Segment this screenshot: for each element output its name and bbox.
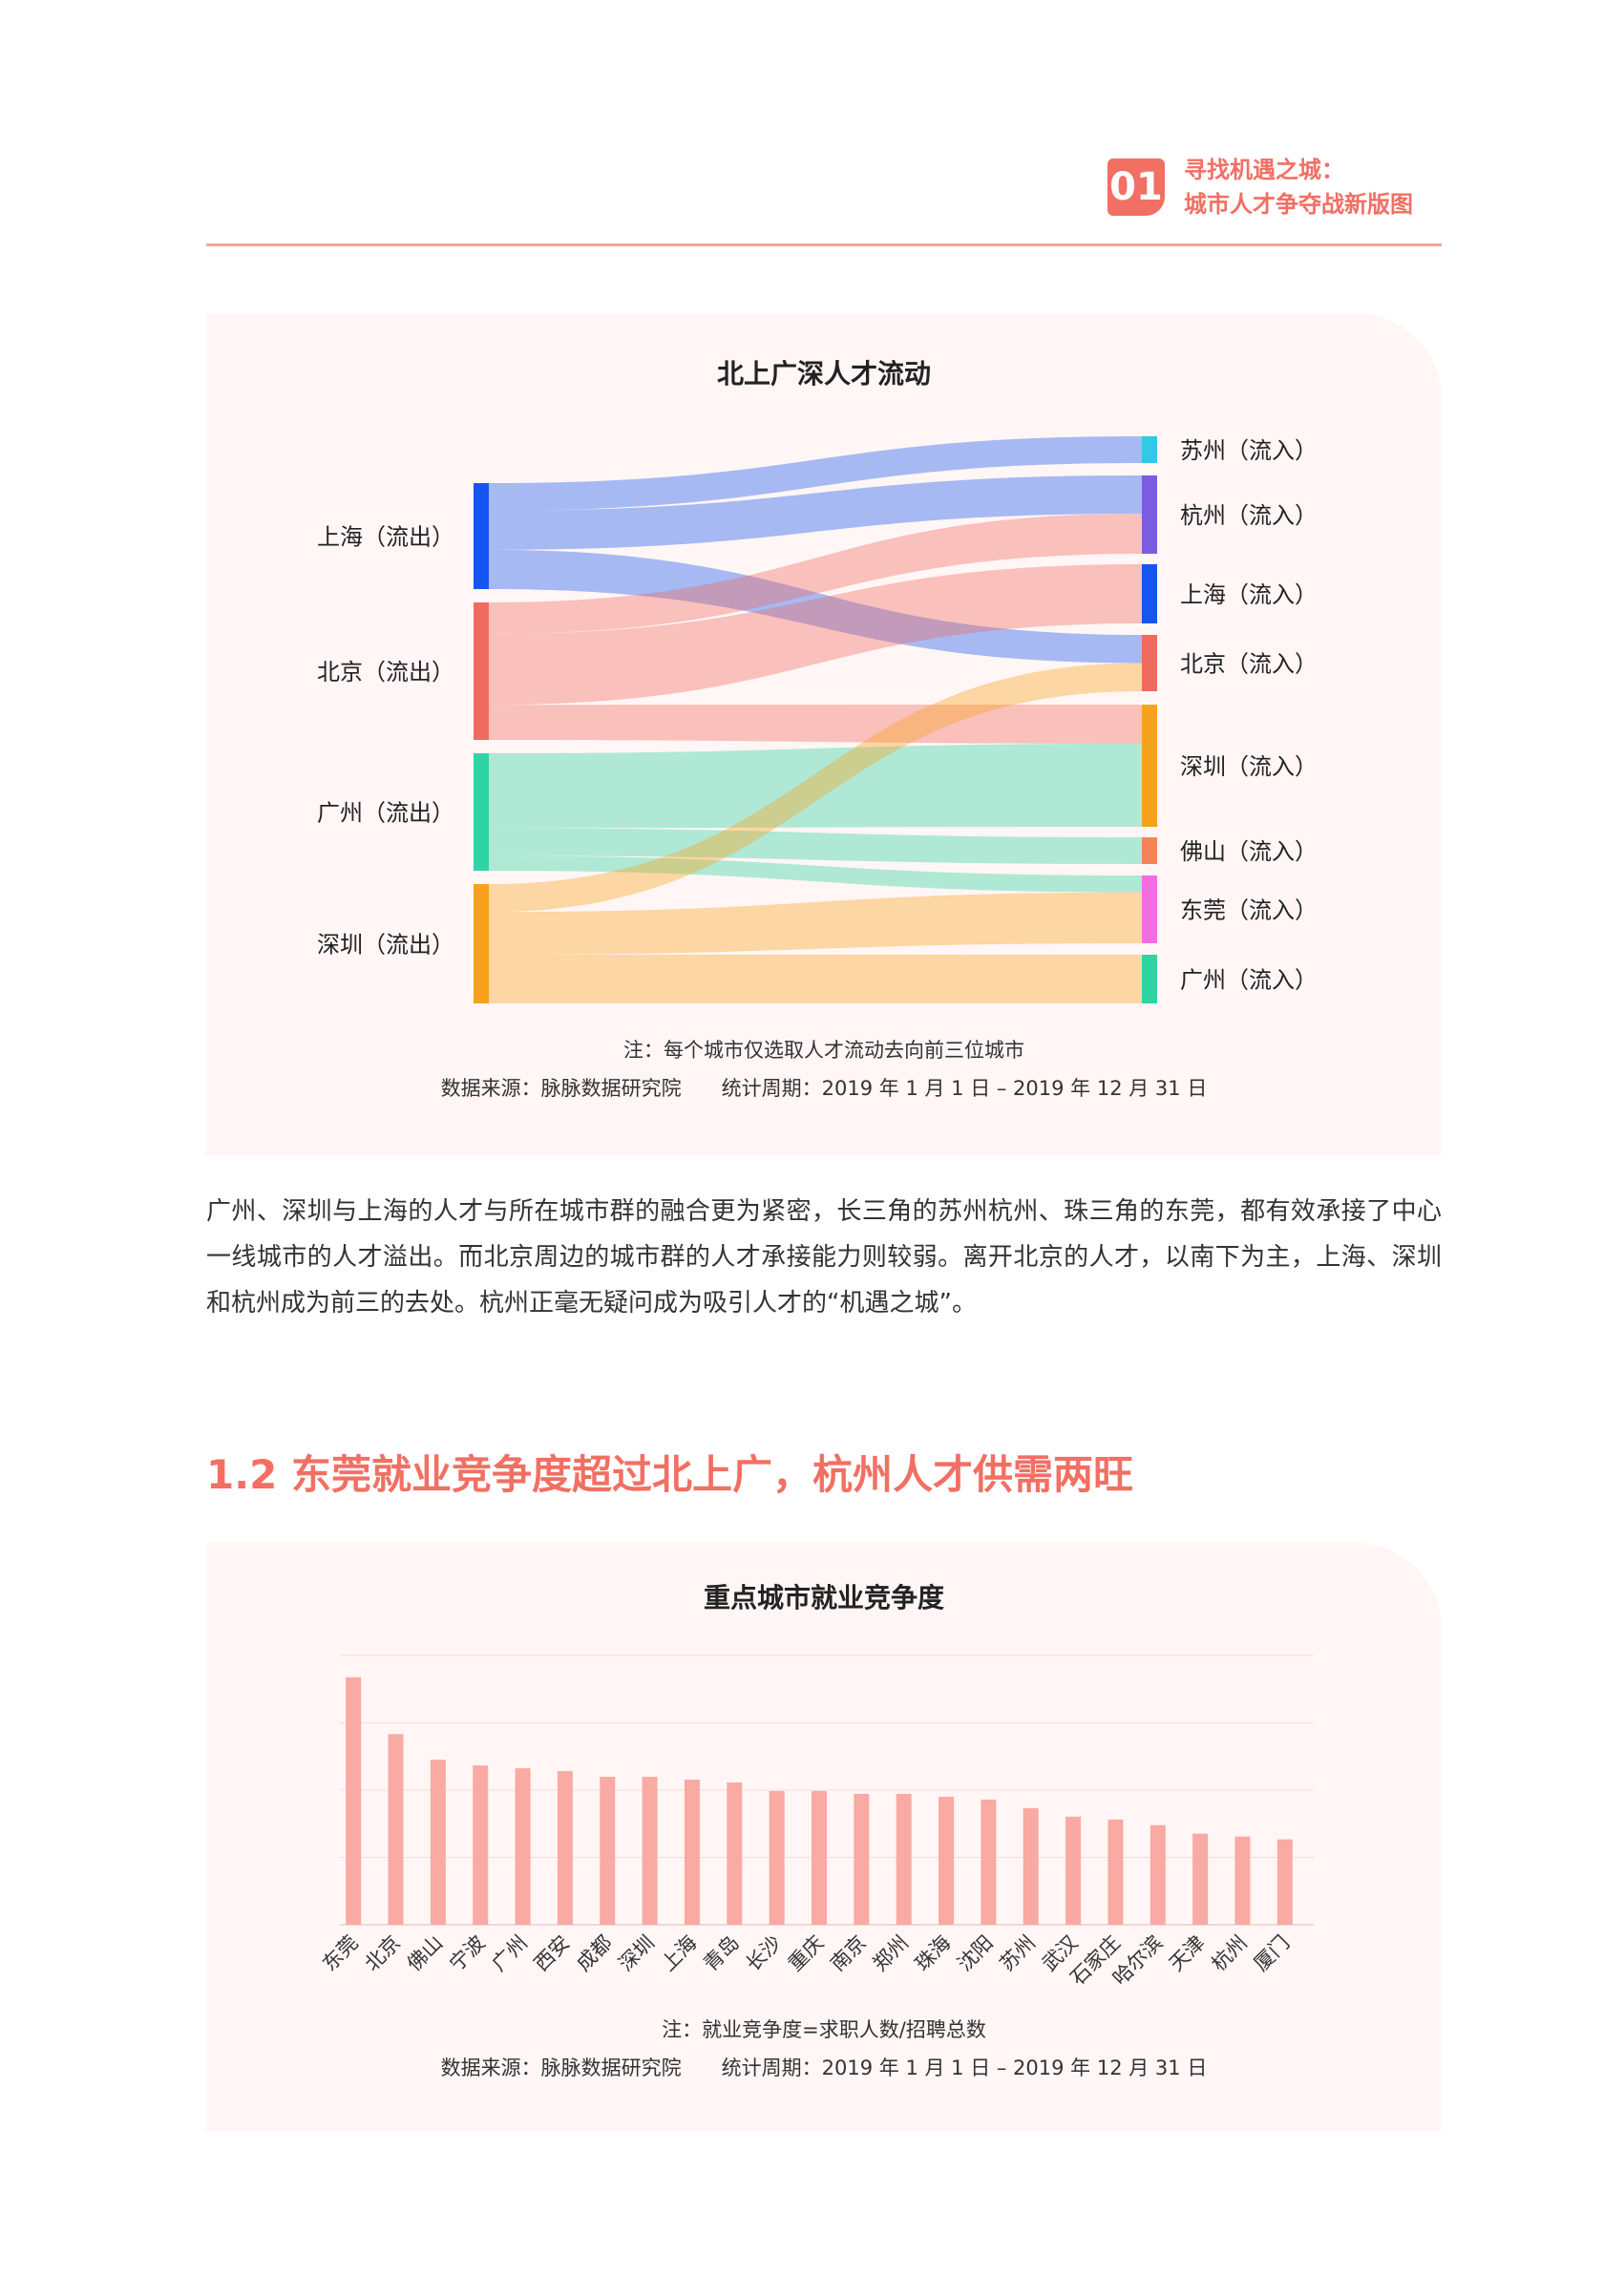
body-paragraph: 广州、深圳与上海的人才与所在城市群的融合更为紧密，长三角的苏州杭州、珠三角的东莞… <box>206 1197 1442 1318</box>
bar-category-label: 宁波 <box>445 1931 490 1976</box>
sankey-target-node <box>1142 475 1157 554</box>
bar-category-label: 广州 <box>487 1931 532 1976</box>
sankey-title: 北上广深人才流动 <box>717 358 931 390</box>
bar <box>684 1780 700 1925</box>
bar-category-label: 天津 <box>1165 1931 1210 1976</box>
bar <box>430 1760 446 1925</box>
bar <box>1023 1807 1039 1925</box>
bar-category-label: 郑州 <box>869 1931 914 1976</box>
bar <box>1234 1836 1251 1925</box>
sankey-target-node <box>1142 875 1157 943</box>
chapter-badge: 01 <box>1107 158 1165 216</box>
sankey-target-label: 深圳（流入） <box>1180 753 1318 780</box>
bar <box>557 1771 573 1925</box>
sankey-panel: 北上广深人才流动上海（流出） 北京（流出） 广州（流出） 深圳（流出） 苏州（流入） 杭州… <box>206 313 1442 1155</box>
chapter-title-line2: 城市人才争夺战新版图 <box>1184 191 1413 218</box>
bar <box>346 1677 362 1925</box>
bar-category-label: 深圳 <box>614 1931 659 1976</box>
section-heading: 1.2 东莞就业竞争度超过北上广，杭州人才供需两旺 <box>206 1451 1134 1498</box>
bar-category-label: 重庆 <box>784 1931 829 1976</box>
bar <box>1149 1825 1166 1925</box>
bar-panel: 重点城市就业竞争度东莞 北京 佛山 宁波 广州 西安 成都 深圳 上海 青岛 长沙 重庆 南京 郑州 珠海沈… <box>206 1543 1442 2131</box>
bar-category-label: 西安 <box>530 1931 575 1976</box>
sankey-link <box>489 828 1142 864</box>
bar-title: 重点城市就业竞争度 <box>704 1582 944 1614</box>
sankey-source-node <box>474 602 489 740</box>
bar <box>812 1790 827 1925</box>
bar <box>473 1765 489 1925</box>
bar-marks <box>346 1677 1293 1925</box>
sankey-source-label: 广州（流出） <box>317 800 454 827</box>
sankey-source-node <box>474 483 489 589</box>
sankey-source-label: 上海（流出） <box>317 524 454 551</box>
sankey-source-node <box>474 884 489 1003</box>
bar-note: 注：就业竞争度=求职人数/招聘总数 <box>662 2018 986 2041</box>
sankey-link <box>489 549 1142 664</box>
bar <box>896 1793 912 1925</box>
bar-category-label: 杭州 <box>1207 1931 1252 1976</box>
sankey-target-node <box>1142 955 1157 1003</box>
bar <box>388 1734 404 1925</box>
sankey-link <box>489 436 1142 511</box>
bar <box>642 1777 658 1925</box>
sankey-target-label: 上海（流入） <box>1180 581 1318 608</box>
sankey-link <box>489 855 1142 893</box>
sankey-link <box>489 954 1142 1003</box>
sankey-target-label: 苏州（流入） <box>1180 437 1318 464</box>
bar-category-label: 珠海 <box>911 1931 956 1976</box>
bar-category-label: 沈阳 <box>953 1931 998 1976</box>
sankey-links <box>489 436 1142 1003</box>
bar-category-label: 佛山 <box>403 1931 448 1976</box>
sankey-source-node <box>474 753 489 871</box>
bar <box>939 1796 955 1925</box>
bar-chart: 重点城市就业竞争度东莞北京佛山宁波广州西安成都深圳上海青岛长沙重庆南京郑州珠海沈… <box>318 1582 1314 2079</box>
sankey-link <box>489 892 1142 955</box>
sankey-target-label: 东莞（流入） <box>1180 897 1318 924</box>
bar <box>727 1782 743 1925</box>
bar <box>515 1768 531 1925</box>
sankey-target-node <box>1142 635 1157 691</box>
chapter-title-line1: 寻找机遇之城： <box>1184 157 1344 183</box>
sankey-target-node <box>1142 564 1157 623</box>
bar-category-label: 上海 <box>657 1931 702 1976</box>
sankey-link <box>489 564 1142 706</box>
bar <box>1065 1816 1082 1925</box>
sankey-target-label: 佛山（流入） <box>1180 838 1318 865</box>
bar-category-label: 成都 <box>572 1931 617 1976</box>
bar <box>600 1777 616 1925</box>
bar-category-label: 南京 <box>826 1931 871 1976</box>
bar-category-label: 厦门 <box>1250 1931 1295 1976</box>
header-divider <box>206 243 1442 246</box>
bar <box>1276 1839 1293 1925</box>
bar <box>854 1793 870 1925</box>
sankey-link <box>489 514 1142 634</box>
bar <box>1107 1819 1124 1925</box>
bar <box>981 1799 997 1925</box>
sankey-target-label: 广州（流入） <box>1180 967 1318 994</box>
bar-category-label: 苏州 <box>996 1931 1041 1976</box>
bar-category-label: 东莞 <box>318 1931 363 1976</box>
bar-category-label: 青岛 <box>699 1931 744 1976</box>
sankey-note: 注：每个城市仅选取人才流动去向前三位城市 <box>623 1039 1024 1062</box>
sankey-source: 数据来源：脉脉数据研究院 统计周期：2019 年 1 月 1 日 – 2019 … <box>441 1077 1208 1100</box>
sankey-source-label: 北京（流出） <box>317 659 454 686</box>
sankey-target-node <box>1142 837 1157 864</box>
sankey-link <box>489 663 1142 913</box>
sankey-target-node <box>1142 705 1157 827</box>
bar <box>769 1790 785 1925</box>
chapter-title: 寻找机遇之城： 城市人才争夺战新版图 <box>1184 153 1470 221</box>
sankey-link <box>489 743 1142 829</box>
sankey-target-label: 杭州（流入） <box>1180 502 1318 529</box>
bar-category-label: 长沙 <box>742 1931 787 1976</box>
sankey-target-node <box>1142 436 1157 463</box>
sankey-link <box>489 705 1142 744</box>
sankey-link <box>489 475 1142 550</box>
bar-source: 数据来源：脉脉数据研究院 统计周期：2019 年 1 月 1 日 – 2019 … <box>441 2057 1208 2079</box>
sankey-target-label: 北京（流入） <box>1180 651 1318 678</box>
bar <box>1192 1833 1209 1925</box>
sankey-source-label: 深圳（流出） <box>317 932 454 959</box>
bar-category-label: 北京 <box>360 1931 405 1976</box>
